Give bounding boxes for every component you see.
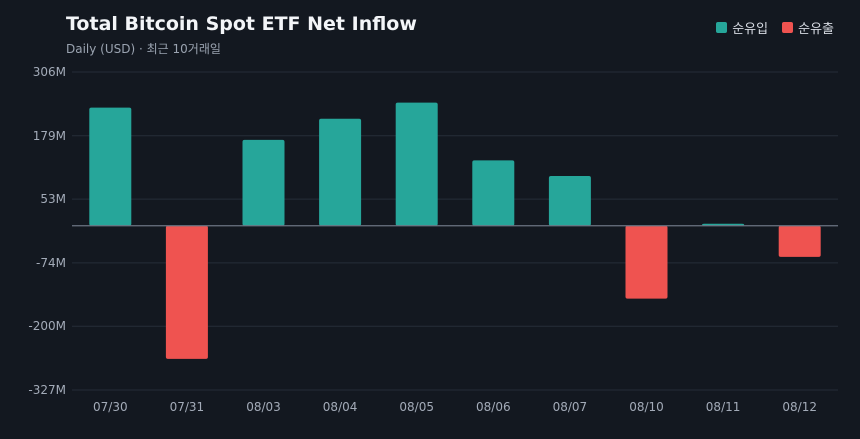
chart-title: Total Bitcoin Spot ETF Net Inflow — [66, 13, 417, 35]
y-tick-label: 179M — [33, 129, 66, 143]
bar-07-31[interactable] — [165, 225, 208, 359]
y-tick-label: -327M — [28, 383, 66, 397]
legend-label-outflow: 순유출 — [798, 22, 834, 37]
x-tick-label: 08/12 — [782, 400, 817, 414]
bar-08-05[interactable] — [395, 102, 438, 226]
y-tick-label: -74M — [36, 256, 66, 270]
x-axis-ticks: 07/30 07/31 08/03 08/04 08/05 08/06 08/07 08/10… — [93, 400, 817, 414]
x-tick-label: 08/05 — [399, 400, 434, 414]
x-tick-label: 07/31 — [170, 400, 205, 414]
bar-08-10[interactable] — [625, 225, 668, 299]
bar-08-12[interactable] — [778, 225, 821, 257]
grid-lines — [72, 71, 838, 391]
x-tick-label: 08/11 — [706, 400, 741, 414]
chart-subtitle: Daily (USD) · 최근 10거래일 — [66, 42, 221, 56]
x-tick-label: 08/03 — [246, 400, 281, 414]
legend-label-inflow: 순유입 — [732, 22, 769, 37]
bar-08-07[interactable] — [548, 175, 591, 226]
bars — [89, 102, 821, 359]
y-tick-label: 306M — [33, 65, 66, 79]
bar-08-06[interactable] — [472, 160, 515, 226]
x-tick-label: 07/30 — [93, 400, 128, 414]
legend-swatch-outflow — [782, 22, 794, 33]
x-tick-label: 08/10 — [629, 400, 664, 414]
x-tick-label: 08/04 — [323, 400, 358, 414]
x-tick-label: 08/07 — [553, 400, 588, 414]
bar-08-03[interactable] — [242, 139, 285, 226]
bar-08-04[interactable] — [319, 118, 362, 226]
y-tick-label: -200M — [28, 319, 66, 333]
legend-item-outflow[interactable]: 순유출 — [782, 18, 834, 37]
y-tick-label: 53M — [40, 192, 66, 206]
y-axis-ticks: 306M 179M 53M -74M -200M -327M — [28, 65, 66, 397]
chart-legend: 순유입 순유출 — [716, 18, 834, 37]
legend-item-inflow[interactable]: 순유입 — [716, 18, 768, 37]
legend-swatch-inflow — [716, 22, 728, 33]
x-tick-label: 08/06 — [476, 400, 511, 414]
bar-07-30[interactable] — [89, 107, 132, 226]
